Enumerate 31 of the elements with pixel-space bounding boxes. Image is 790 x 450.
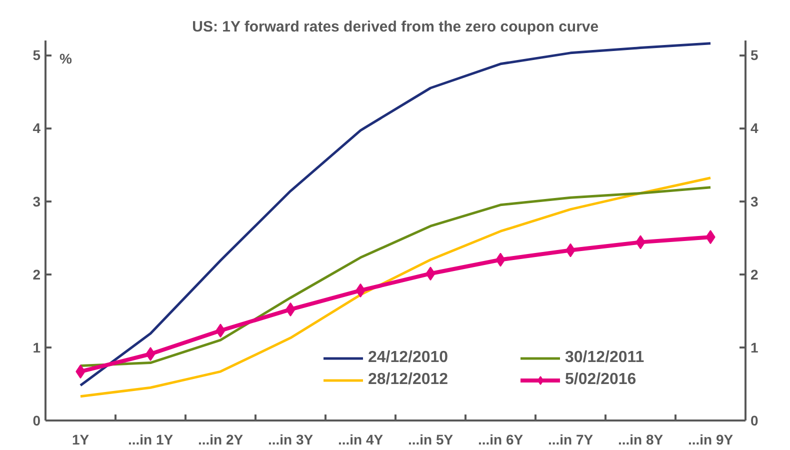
x-tick-label: ...in 1Y <box>128 432 174 448</box>
legend-label: 28/12/2012 <box>368 371 450 389</box>
x-tick-label: ...in 3Y <box>268 432 314 448</box>
line-series <box>79 42 712 387</box>
x-tick-label: ...in 2Y <box>198 432 244 448</box>
y-tick-label: 0 <box>32 412 41 428</box>
y2-tick-label: 3 <box>750 193 758 210</box>
legend-label: 5/02/2016 <box>565 371 638 389</box>
point <box>146 347 156 361</box>
y-tick-label: 1 <box>32 339 41 356</box>
y2-tick-label: 2 <box>750 266 758 282</box>
x-tick-label: ...in 9Y <box>688 432 734 448</box>
x-tick-label: 1Y <box>72 432 90 448</box>
y-tick-label: 2 <box>32 266 41 282</box>
x-tick-label: ...in 4Y <box>338 432 384 448</box>
y2-tick-label: 4 <box>750 120 758 136</box>
y-tick-label: 4 <box>32 120 41 136</box>
line-series <box>79 176 712 398</box>
y-tick-label: 5 <box>32 47 41 64</box>
x-tick-label: ...in 8Y <box>618 432 664 448</box>
x-tick-label: ...in 5Y <box>408 432 454 448</box>
x-tick-label: ...in 7Y <box>548 432 594 448</box>
y2-tick-label: 1 <box>750 339 758 356</box>
y2-tick-label: 0 <box>750 412 758 428</box>
legend-label: 30/12/2011 <box>565 349 646 367</box>
y-tick-label: 3 <box>32 193 41 210</box>
x-tick-label: ...in 6Y <box>478 432 524 448</box>
annotation: % <box>60 50 72 66</box>
y2-tick-label: 5 <box>750 47 758 64</box>
legend-label: 24/12/2010 <box>368 349 450 367</box>
chart-title: US: 1Y forward rates derived from the zero coupon curve <box>192 18 599 36</box>
